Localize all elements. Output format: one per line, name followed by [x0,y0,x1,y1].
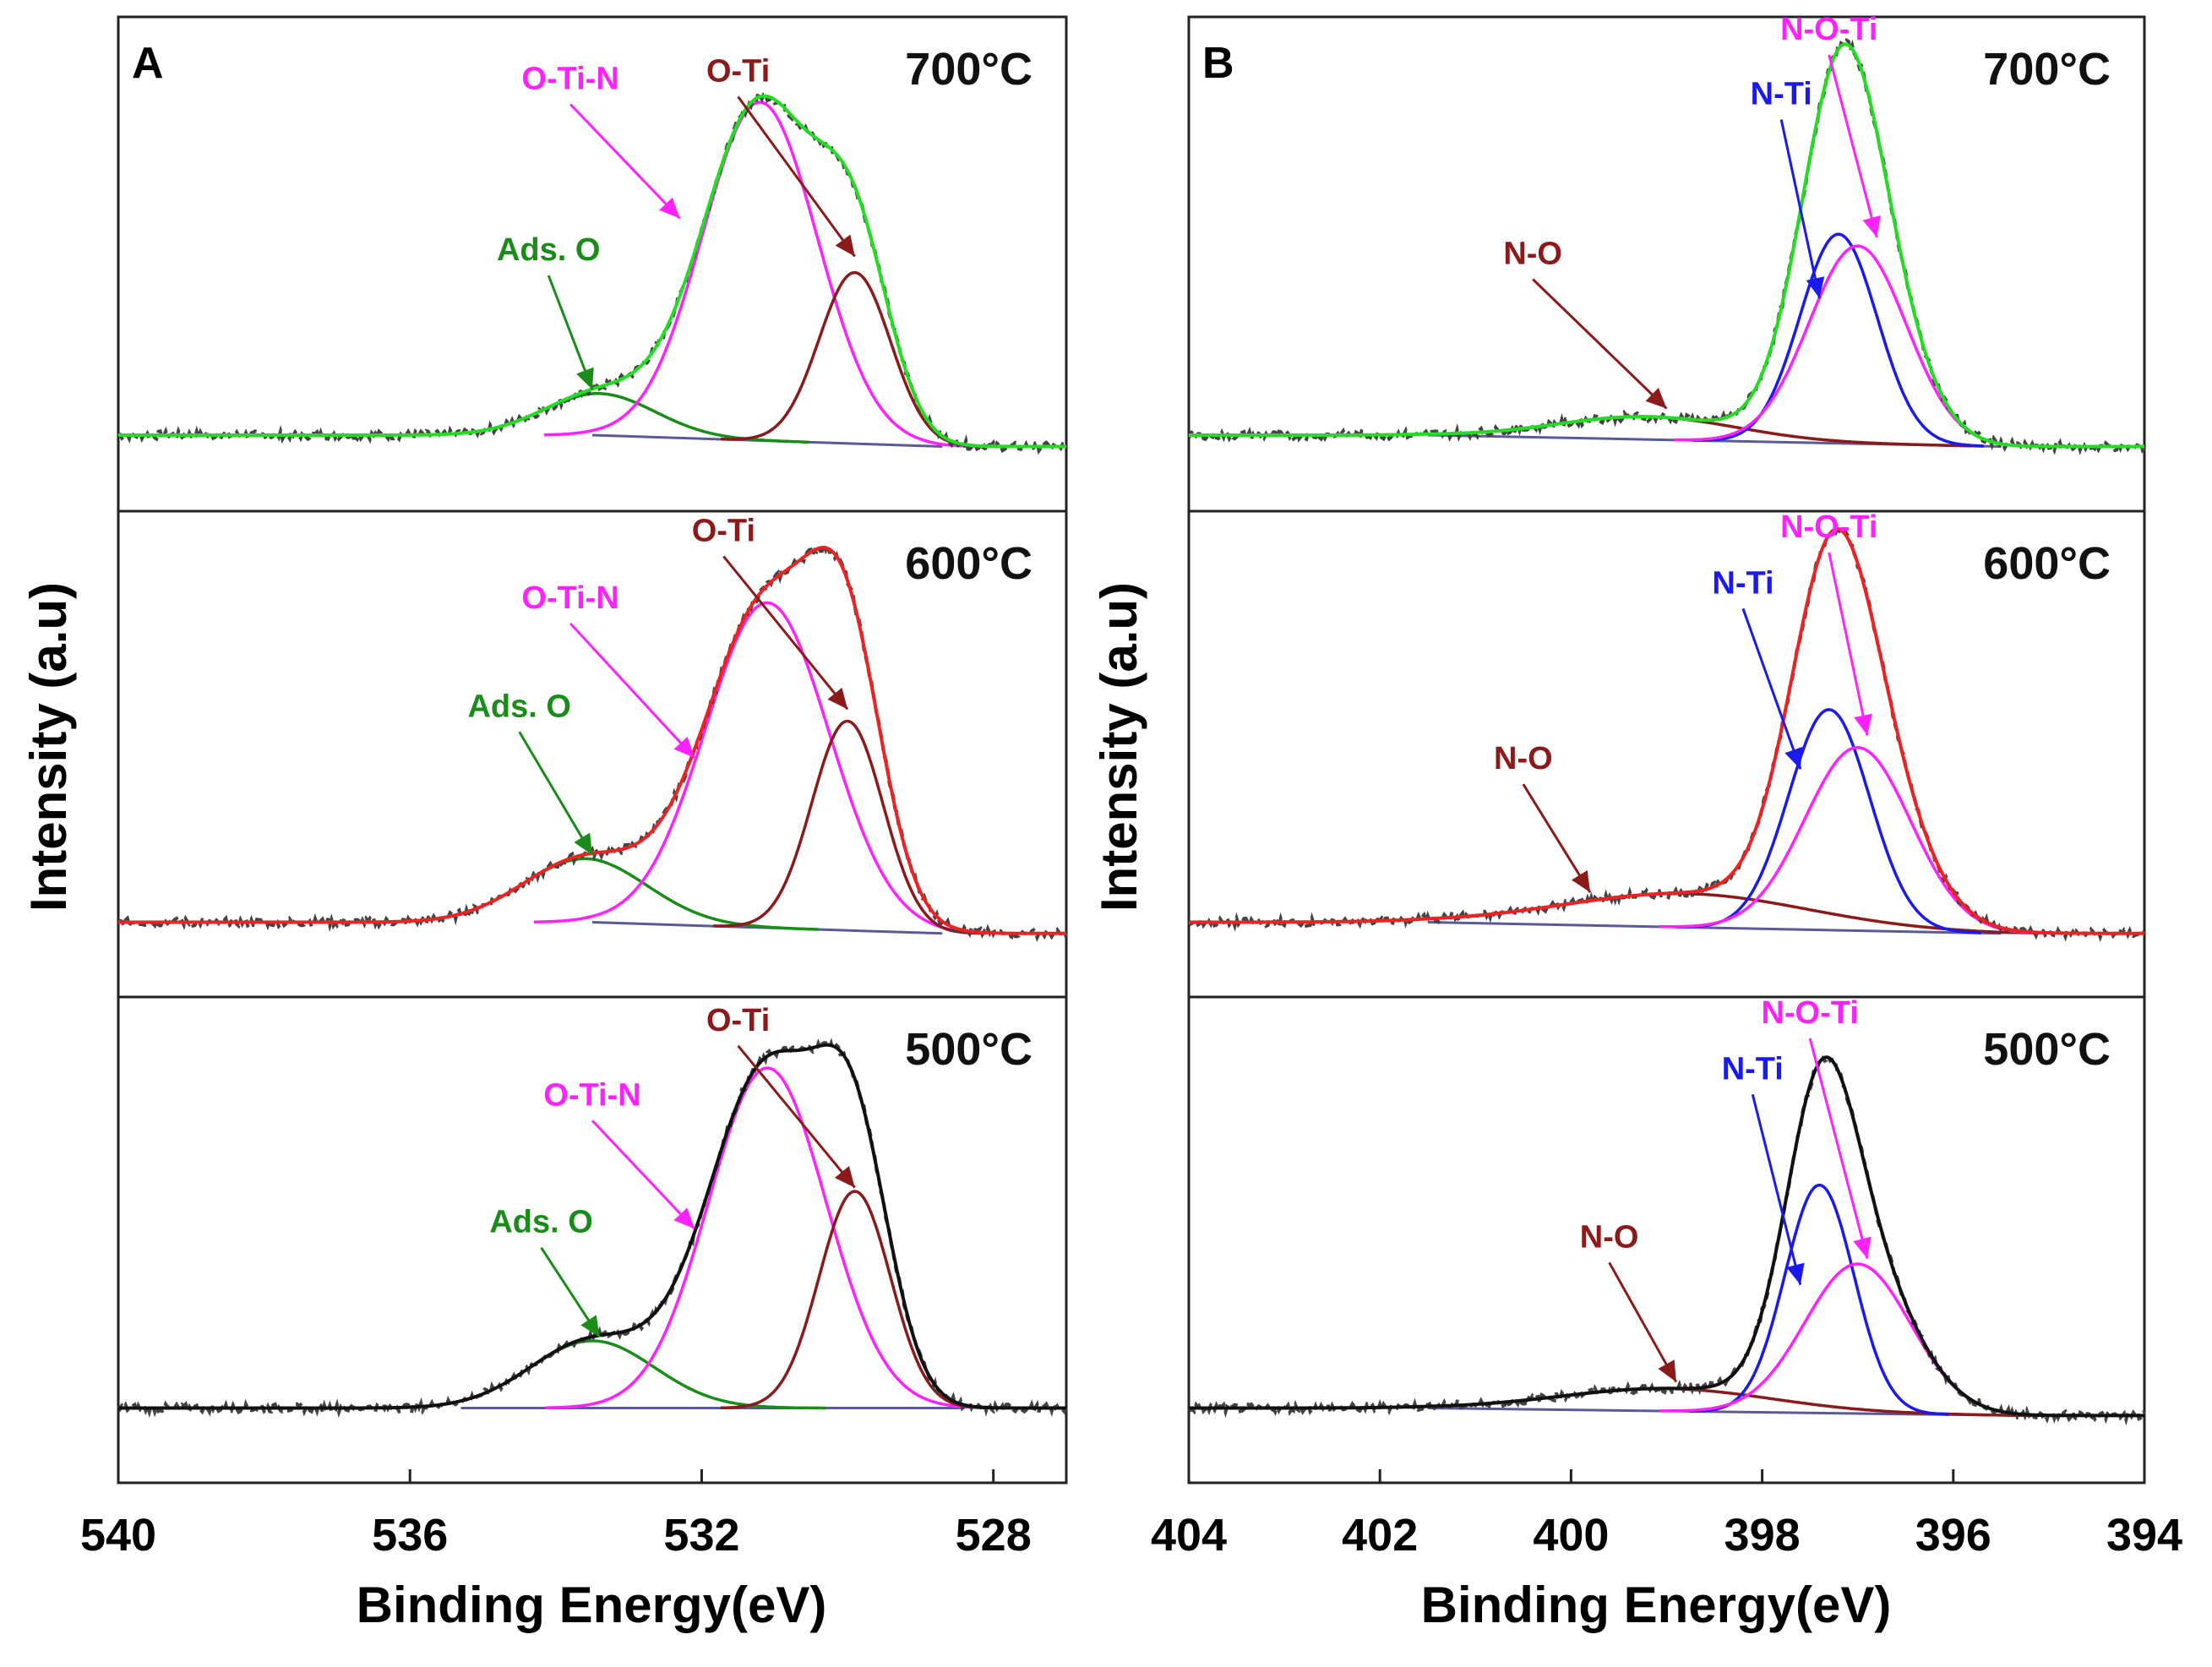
subplot-a-2: Ads. O O-Ti-N O-Ti 500°C [117,995,1068,1485]
temperature-label: 500°C [905,1024,1032,1075]
annotation-label: Ads. O [497,232,600,268]
subplot-frame [117,995,1068,1485]
envelope-fit-line [118,1043,1066,1410]
annotation-arrowhead [1786,1262,1805,1285]
annotation-arrow [1741,607,1802,770]
subplot-b-2: N-O N-Ti N-O-Ti 500°C [1187,995,2146,1485]
component-curve-o-ti-n [545,1066,989,1409]
annotation-label: Ads. O [489,1205,592,1240]
annotation-arrow [1522,783,1592,893]
annotation-arrow [1608,1261,1678,1383]
annotation-arrow [722,555,849,711]
x-tick-label: 402 [1342,1510,1418,1561]
temperature-label: 600°C [905,538,1032,589]
annotation-label: N-O [1503,237,1562,272]
annotation-arrowhead [1854,713,1872,736]
annotation-arrowhead [576,367,594,390]
x-axis-label-a: Binding Energy(eV) [357,1577,827,1633]
annotation-label: N-O [1580,1219,1639,1255]
x-tick-label: 400 [1533,1510,1609,1561]
annotation-arrow [737,1044,856,1189]
annotation-arrow [569,622,695,759]
annotation-label: Ads. O [467,689,570,724]
annotation-arrow [1751,1093,1802,1285]
annotation-label: O-Ti-N [521,62,618,97]
subplot-b-1: N-O N-TiN-O-Ti 600°C [1187,509,2146,999]
annotation-label: O-Ti-N [521,580,618,616]
component-curve-o-ti [713,719,982,935]
envelope-fit-line [1189,42,2144,449]
annotation-arrowhead [835,234,855,257]
annotation-arrowhead [1806,276,1825,298]
annotation-label: N-Ti [1722,1051,1784,1087]
annotation-arrowhead [1572,869,1591,893]
envelope-fit-line [1189,1055,2144,1418]
component-curve-o-ti-n [543,101,975,448]
annotation-label: N-O [1494,741,1553,776]
annotation-arrow [569,103,681,220]
annotation-arrow [1779,119,1821,299]
annotation-arrowhead [1784,746,1803,770]
annotation-label: O-Ti-N [543,1077,640,1113]
temperature-label: 700°C [905,44,1032,95]
annotation-arrow [591,1120,695,1230]
x-tick-label: 528 [956,1510,1032,1561]
x-tick-label: 540 [80,1510,156,1561]
annotation-label: O-Ti [706,1003,770,1038]
subplot-a-1: Ads. O O-Ti-N O-Ti 600°C [117,509,1068,999]
x-axis-label-b: Binding Energy(eV) [1421,1577,1892,1633]
annotation-label: N-O-Ti [1780,12,1877,47]
y-axis-label-a: Intensity (a.u) [20,582,77,912]
x-tick-label: 396 [1915,1510,1991,1561]
x-tick-label: 536 [372,1510,448,1561]
annotation-arrowhead [673,736,695,758]
annotation-arrow [1828,552,1869,736]
annotation-arrow [1828,54,1878,238]
panel-label: B [1202,39,1234,88]
x-tick-label: 394 [2106,1510,2182,1561]
y-axis-label-b: Intensity (a.u) [1091,582,1147,912]
annotation-label: O-Ti [692,513,755,548]
annotation-label: N-Ti [1712,565,1773,601]
annotation-arrowhead [1862,215,1881,237]
annotation-arrow [518,731,594,856]
annotation-arrow [547,275,594,390]
annotation-arrowhead [659,197,680,219]
temperature-label: 500°C [1983,1024,2111,1075]
x-tick-label: 404 [1151,1510,1227,1561]
temperature-label: 600°C [1983,538,2111,589]
component-curve-o-ti-n [534,601,1001,935]
component-curve-o-ti [720,1190,989,1410]
annotation-arrowhead [1645,387,1667,409]
annotation-label: N-O-Ti [1780,509,1877,545]
component-curve-n-ti [1693,232,1984,448]
subplot-frame [1187,995,2146,1485]
x-tick-label: 398 [1724,1510,1801,1561]
background-line [1427,921,2002,935]
annotation-arrowhead [827,687,848,710]
temperature-label: 700°C [1983,44,2111,95]
annotation-arrowhead [1658,1359,1676,1382]
annotation-arrowhead [1853,1236,1871,1259]
x-tick-label: 532 [663,1510,739,1561]
annotation-arrowhead [574,832,592,855]
annotation-label: O-Ti [706,54,770,90]
annotation-arrow [1532,278,1668,410]
annotation-arrow [1808,1038,1869,1259]
annotation-label: N-Ti [1751,77,1812,112]
panel-label: A [132,39,164,88]
envelope-fit-line [1189,526,2144,935]
annotation-arrowhead [673,1207,695,1229]
annotation-arrowhead [834,1166,855,1188]
subplot-b-0: N-O N-Ti N-O-Ti 700°C B [1187,12,2146,513]
annotation-label: N-O-Ti [1761,995,1858,1031]
annotation-arrowhead [580,1315,600,1337]
annotation-arrow [737,95,856,258]
subplot-a-0: Ads. O O-Ti-N O-Ti 700°C A [117,15,1068,513]
